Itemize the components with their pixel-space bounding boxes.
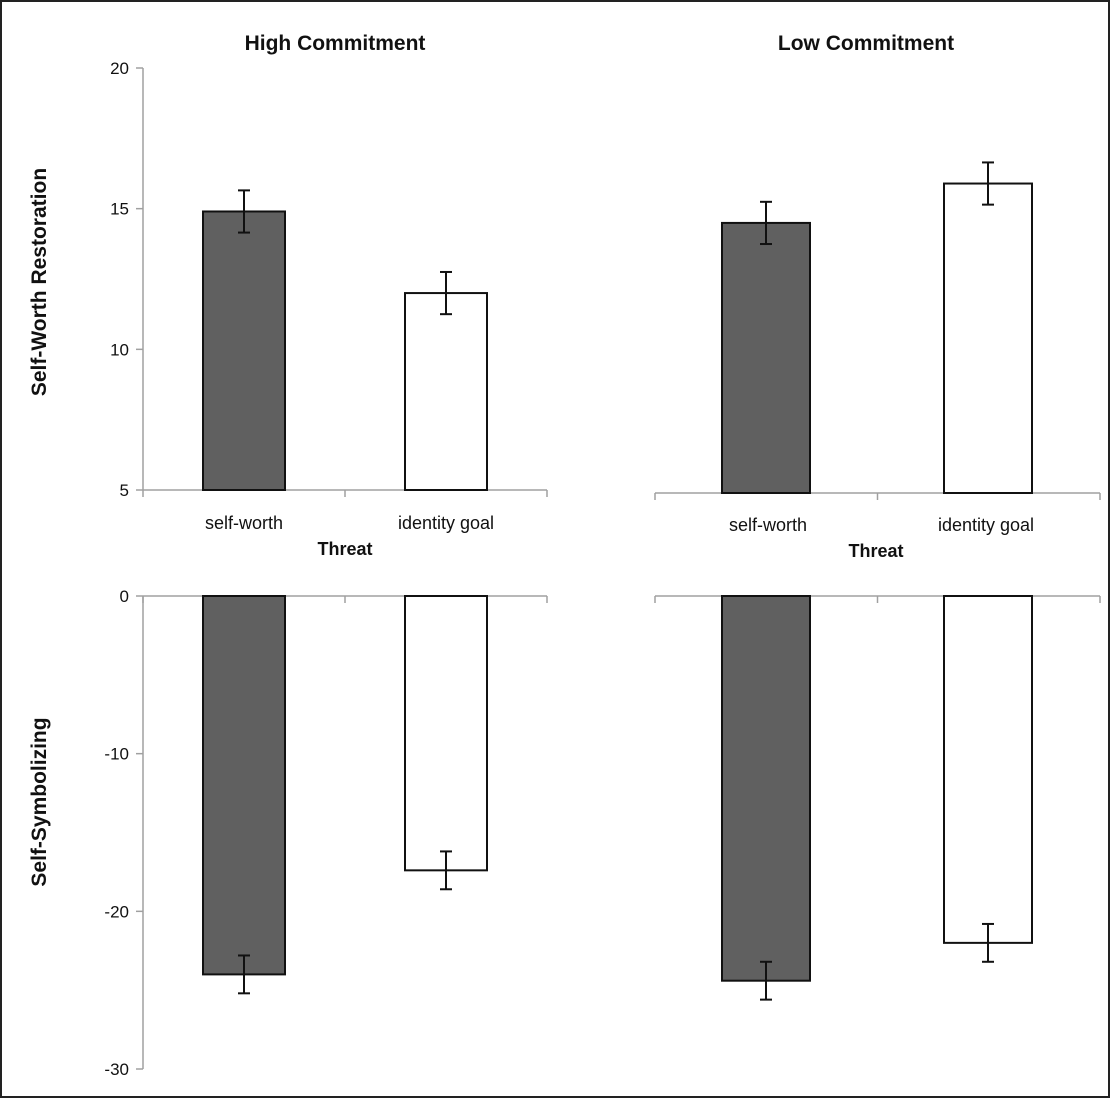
y-axis-label-bottom: Self-Symbolizing xyxy=(28,717,51,886)
x-axis-label: Threat xyxy=(317,539,372,559)
y-tick-label: 5 xyxy=(120,481,129,500)
bar-identity-goal xyxy=(943,182,1033,495)
category-label: self-worth xyxy=(205,513,283,533)
y-tick-label: -10 xyxy=(104,745,129,764)
category-label: self-worth xyxy=(729,515,807,535)
y-tick-label: 0 xyxy=(120,587,129,606)
y-tick-label: -20 xyxy=(104,902,129,921)
y-tick-label: -30 xyxy=(104,1060,129,1079)
x-axis-label: Threat xyxy=(848,541,903,561)
bar-self-worth xyxy=(202,595,286,976)
bar-identity-goal xyxy=(404,292,488,492)
bar-self-worth xyxy=(202,210,286,491)
bar-identity-goal xyxy=(404,595,488,872)
y-tick-label: 10 xyxy=(110,340,129,359)
bar-self-worth xyxy=(721,595,811,982)
panel-title-low: Low Commitment xyxy=(778,32,954,55)
category-label: identity goal xyxy=(938,515,1034,535)
y-tick-label: 20 xyxy=(110,59,129,78)
panel-title-high: High Commitment xyxy=(245,32,426,55)
plot-layer: 5 10 15 20 0 -10 -20 -30 xyxy=(104,59,1101,1079)
y-axis-label-top: Self-Worth Restoration xyxy=(28,168,51,396)
category-label: identity goal xyxy=(398,513,494,533)
bar-self-worth xyxy=(721,221,811,494)
y-tick-label: 15 xyxy=(110,200,129,219)
bar-identity-goal xyxy=(943,595,1033,944)
